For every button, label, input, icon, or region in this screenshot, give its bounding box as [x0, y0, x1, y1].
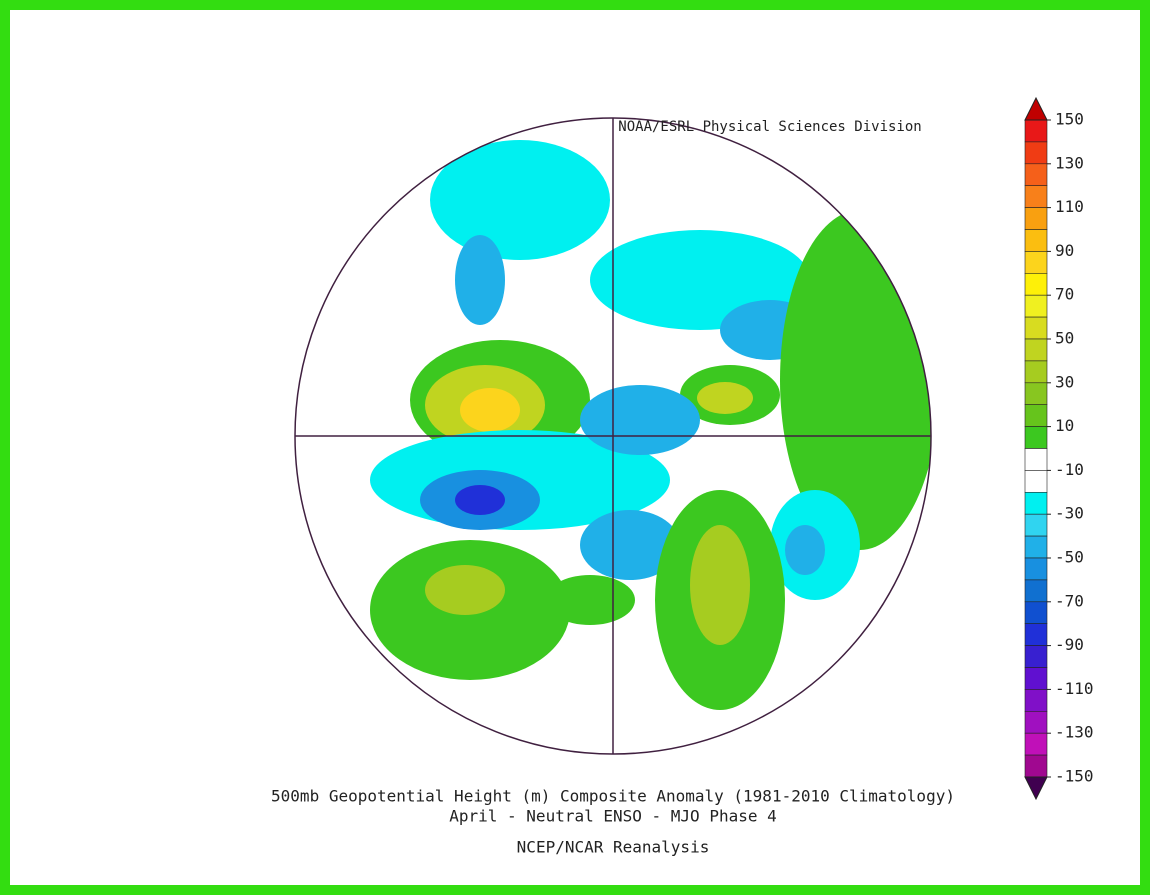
colorbar-cell — [1024, 470, 1048, 493]
colorbar-cell — [1024, 163, 1048, 187]
colorbar-label: 50 — [1055, 329, 1074, 348]
colorbar-cell — [1024, 207, 1048, 230]
source: NCEP/NCAR Reanalysis — [517, 838, 710, 857]
colorbar-cell — [1024, 404, 1048, 427]
subtitle: April - Neutral ENSO - MJO Phase 4 — [449, 807, 777, 826]
colorbar-bottom — [1024, 776, 1048, 801]
colorbar-cell — [1024, 185, 1048, 208]
colorbar-cell — [1024, 710, 1048, 734]
colorbar-cell — [1024, 491, 1048, 515]
credit: NOAA/ESRL Physical Sciences Division — [618, 119, 921, 135]
colorbar-cell — [1024, 316, 1048, 340]
colorbar-cell — [1024, 623, 1048, 646]
colorbar-cell — [1024, 251, 1048, 274]
colorbar-cell — [1024, 448, 1048, 471]
colorbar-label: 30 — [1055, 372, 1074, 391]
colorbar-label: -150 — [1055, 767, 1094, 786]
colorbar-label: 130 — [1055, 153, 1084, 172]
title: 500mb Geopotential Height (m) Composite … — [271, 787, 955, 806]
colorbar-cell — [1024, 535, 1048, 559]
colorbar-label: 110 — [1055, 197, 1084, 216]
map-frame — [294, 117, 932, 755]
colorbar-label: -90 — [1055, 635, 1084, 654]
colorbar-label: -130 — [1055, 723, 1094, 742]
colorbar-cell — [1024, 601, 1048, 624]
colorbar-label: 10 — [1055, 416, 1074, 435]
colorbar-label: -70 — [1055, 591, 1084, 610]
colorbar-cell — [1024, 557, 1048, 581]
colorbar-cell — [1024, 513, 1048, 537]
colorbar-cell — [1024, 229, 1048, 252]
colorbar-label: -30 — [1055, 504, 1084, 523]
colorbar-label: -10 — [1055, 460, 1084, 479]
colorbar-cell — [1024, 294, 1048, 318]
colorbar-cell — [1024, 667, 1048, 690]
colorbar-cell — [1024, 689, 1048, 712]
colorbar-cell — [1024, 382, 1048, 405]
colorbar-cell — [1024, 272, 1048, 296]
colorbar-top — [1024, 96, 1048, 121]
colorbar-cell — [1024, 141, 1048, 165]
colorbar-cell — [1024, 645, 1048, 668]
colorbar-label: -110 — [1055, 679, 1094, 698]
colorbar-label: -50 — [1055, 548, 1084, 567]
colorbar-cell — [1024, 579, 1048, 603]
colorbar-cell — [1024, 338, 1048, 362]
colorbar-cell — [1024, 426, 1048, 449]
colorbar-cell — [1024, 360, 1048, 384]
colorbar-label: 150 — [1055, 110, 1084, 129]
colorbar: 150 130 110 90 70 50 30 10 -10 -30 -50 -70 -90 -110 -1… — [1024, 96, 1094, 801]
colorbar-cell — [1024, 732, 1048, 756]
colorbar-label: 70 — [1055, 285, 1074, 304]
colorbar-cell — [1024, 754, 1048, 778]
colorbar-cell — [1024, 119, 1048, 143]
colorbar-label: 90 — [1055, 241, 1074, 260]
